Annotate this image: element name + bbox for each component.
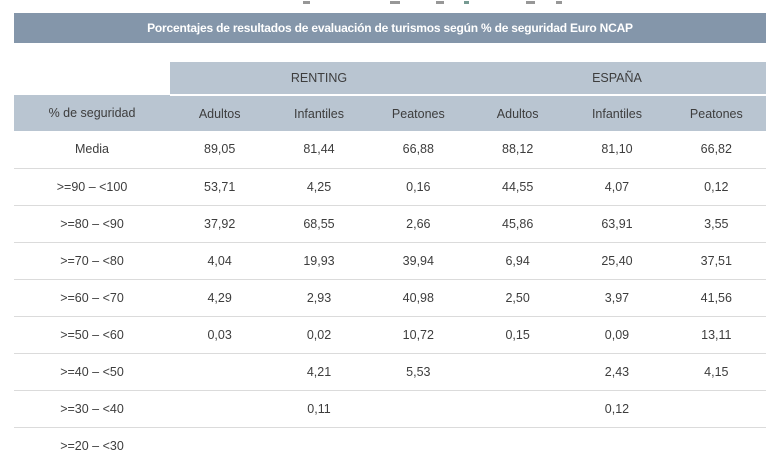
table-row: >=80 – <90 37,92 68,55 2,66 45,86 63,91 3,55 (14, 205, 766, 243)
value-cell: 2,66 (368, 205, 468, 243)
column-header: Infantiles (269, 95, 369, 131)
value-cell (666, 390, 766, 428)
value-cell: 68,55 (269, 205, 369, 243)
row-label: >=90 – <100 (14, 168, 170, 206)
row-label: >=30 – <40 (14, 390, 170, 428)
value-cell: 81,44 (269, 131, 369, 169)
value-cell: 0,12 (567, 390, 667, 428)
table-header: RENTING ESPAÑA % de seguridad Adultos Inf… (14, 62, 766, 131)
row-label: >=20 – <30 (14, 427, 170, 464)
value-cell: 19,93 (269, 242, 369, 280)
table-title: Porcentajes de resultados de evaluación … (147, 21, 633, 35)
column-header: Peatones (666, 95, 766, 131)
value-cell: 13,11 (666, 316, 766, 354)
table-row: >=70 – <80 4,04 19,93 39,94 6,94 25,40 37,51 (14, 242, 766, 280)
table-row: >=20 – <30 (14, 427, 766, 464)
value-cell: 10,72 (368, 316, 468, 354)
value-cell (666, 427, 766, 464)
value-cell: 4,29 (170, 279, 270, 317)
table-row: Media 89,05 81,44 66,88 88,12 81,10 66,82 (14, 131, 766, 169)
value-cell: 2,43 (567, 353, 667, 391)
table-body: Media 89,05 81,44 66,88 88,12 81,10 66,82 >=90 … (14, 131, 766, 464)
value-cell: 6,94 (467, 242, 568, 280)
value-cell (170, 390, 270, 428)
column-header: Infantiles (567, 95, 667, 131)
column-header-row: % de seguridad Adultos Infantiles Peatones… (14, 95, 766, 131)
value-cell (467, 390, 568, 428)
column-header: Adultos (170, 95, 270, 131)
cropped-text-remnant (0, 0, 779, 5)
value-cell: 37,92 (170, 205, 270, 243)
value-cell: 89,05 (170, 131, 270, 169)
value-cell (467, 353, 568, 391)
value-cell: 66,82 (666, 131, 766, 169)
value-cell: 4,15 (666, 353, 766, 391)
value-cell: 0,09 (567, 316, 667, 354)
value-cell: 88,12 (467, 131, 568, 169)
value-cell: 39,94 (368, 242, 468, 280)
value-cell (567, 427, 667, 464)
value-cell (170, 427, 270, 464)
value-cell: 0,11 (269, 390, 369, 428)
value-cell: 5,53 (368, 353, 468, 391)
row-label: Media (14, 131, 170, 169)
table-row: >=30 – <40 0,11 0,12 (14, 390, 766, 428)
row-label: >=80 – <90 (14, 205, 170, 243)
value-cell (467, 427, 568, 464)
row-label: >=50 – <60 (14, 316, 170, 354)
value-cell: 25,40 (567, 242, 667, 280)
table-row: >=60 – <70 4,29 2,93 40,98 2,50 3,97 41,56 (14, 279, 766, 317)
value-cell: 37,51 (666, 242, 766, 280)
row-label: >=70 – <80 (14, 242, 170, 280)
value-cell: 45,86 (467, 205, 568, 243)
group-header-row: RENTING ESPAÑA (14, 62, 766, 96)
value-cell (269, 427, 369, 464)
value-cell: 0,03 (170, 316, 270, 354)
value-cell (368, 427, 468, 464)
value-cell: 41,56 (666, 279, 766, 317)
value-cell (170, 353, 270, 391)
value-cell: 4,07 (567, 168, 667, 206)
blank-corner-cell (14, 62, 170, 95)
table-title-bar: Porcentajes de resultados de evaluación … (14, 13, 766, 43)
value-cell: 3,55 (666, 205, 766, 243)
column-header: Adultos (467, 95, 568, 131)
value-cell: 2,50 (467, 279, 568, 317)
value-cell: 63,91 (567, 205, 667, 243)
table-row: >=40 – <50 4,21 5,53 2,43 4,15 (14, 353, 766, 391)
row-label: >=40 – <50 (14, 353, 170, 391)
row-header-label: % de seguridad (14, 95, 170, 131)
group-header-espana: ESPAÑA (467, 62, 766, 96)
value-cell (368, 390, 468, 428)
value-cell: 3,97 (567, 279, 667, 317)
table-row: >=90 – <100 53,71 4,25 0,16 44,55 4,07 0,12 (14, 168, 766, 206)
value-cell: 40,98 (368, 279, 468, 317)
value-cell: 66,88 (368, 131, 468, 169)
value-cell: 0,02 (269, 316, 369, 354)
group-header-renting: RENTING (170, 62, 468, 96)
value-cell: 53,71 (170, 168, 270, 206)
euro-ncap-results-table: RENTING ESPAÑA % de seguridad Adultos Inf… (14, 62, 766, 464)
row-label: >=60 – <70 (14, 279, 170, 317)
column-header: Peatones (368, 95, 468, 131)
value-cell: 4,04 (170, 242, 270, 280)
value-cell: 2,93 (269, 279, 369, 317)
value-cell: 81,10 (567, 131, 667, 169)
value-cell: 4,25 (269, 168, 369, 206)
table-row: >=50 – <60 0,03 0,02 10,72 0,15 0,09 13,11 (14, 316, 766, 354)
value-cell: 0,15 (467, 316, 568, 354)
value-cell: 0,16 (368, 168, 468, 206)
value-cell: 4,21 (269, 353, 369, 391)
value-cell: 0,12 (666, 168, 766, 206)
value-cell: 44,55 (467, 168, 568, 206)
